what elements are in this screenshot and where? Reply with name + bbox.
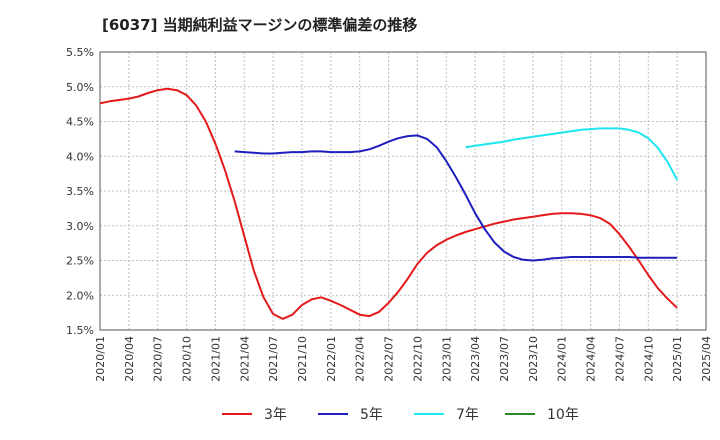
y-tick-label: 3.5% (66, 185, 94, 198)
legend-label: 5年 (360, 407, 383, 423)
x-tick-label: 2023/04 (469, 336, 482, 382)
x-tick-label: 2020/10 (181, 336, 194, 382)
x-tick-label: 2022/07 (383, 336, 396, 382)
legend-label: 7年 (456, 407, 479, 423)
y-tick-label: 1.5% (66, 324, 94, 337)
y-tick-label: 4.0% (66, 150, 94, 163)
x-tick-label: 2025/01 (671, 336, 684, 382)
legend: 3年 5年 7年 10年 (222, 407, 579, 423)
x-tick-label: 2020/01 (94, 336, 107, 382)
series-line-3年 (99, 87, 678, 320)
y-tick-label: 5.0% (66, 81, 94, 94)
x-tick-label: 2023/10 (527, 336, 540, 382)
y-tick-label: 5.5% (66, 46, 94, 59)
x-tick-label: 2022/01 (325, 336, 338, 382)
x-tick-label: 2025/04 (700, 336, 713, 382)
x-tick-label: 2023/01 (440, 336, 453, 382)
x-tick-label: 2022/10 (411, 336, 424, 382)
y-tick-label: 3.0% (66, 220, 94, 233)
x-tick-label: 2021/10 (296, 336, 309, 382)
series-lines (99, 87, 678, 320)
x-tick-label: 2024/07 (613, 336, 626, 382)
y-tick-label: 2.0% (66, 289, 94, 302)
y-tick-label: 2.5% (66, 255, 94, 268)
x-tick-label: 2020/04 (123, 336, 136, 382)
y-tick-label: 4.5% (66, 116, 94, 129)
plot-frame (99, 51, 707, 331)
x-tick-label: 2021/07 (267, 336, 280, 382)
x-tick-label: 2023/07 (498, 336, 511, 382)
axes: 1.5% 2.0% 2.5% 3.0% 3.5% 4.0% 4.5% 5.0% 5.5% 2020… (66, 46, 713, 382)
x-tick-label: 2020/07 (152, 336, 165, 382)
legend-label: 10年 (547, 407, 579, 423)
series-line-5年 (234, 134, 678, 262)
x-tick-label: 2024/01 (556, 336, 569, 382)
x-tick-label: 2024/04 (585, 336, 598, 382)
grid-lines (99, 51, 707, 331)
x-tick-label: 2022/04 (354, 336, 367, 382)
x-tick-label: 2024/10 (642, 336, 655, 382)
chart-title: [6037] 当期純利益マージンの標準偏差の推移 (102, 16, 418, 34)
x-tick-label: 2021/01 (209, 336, 222, 382)
legend-label: 3年 (264, 407, 287, 423)
x-tick-label: 2021/04 (238, 336, 251, 382)
series-line-7年 (465, 127, 678, 181)
